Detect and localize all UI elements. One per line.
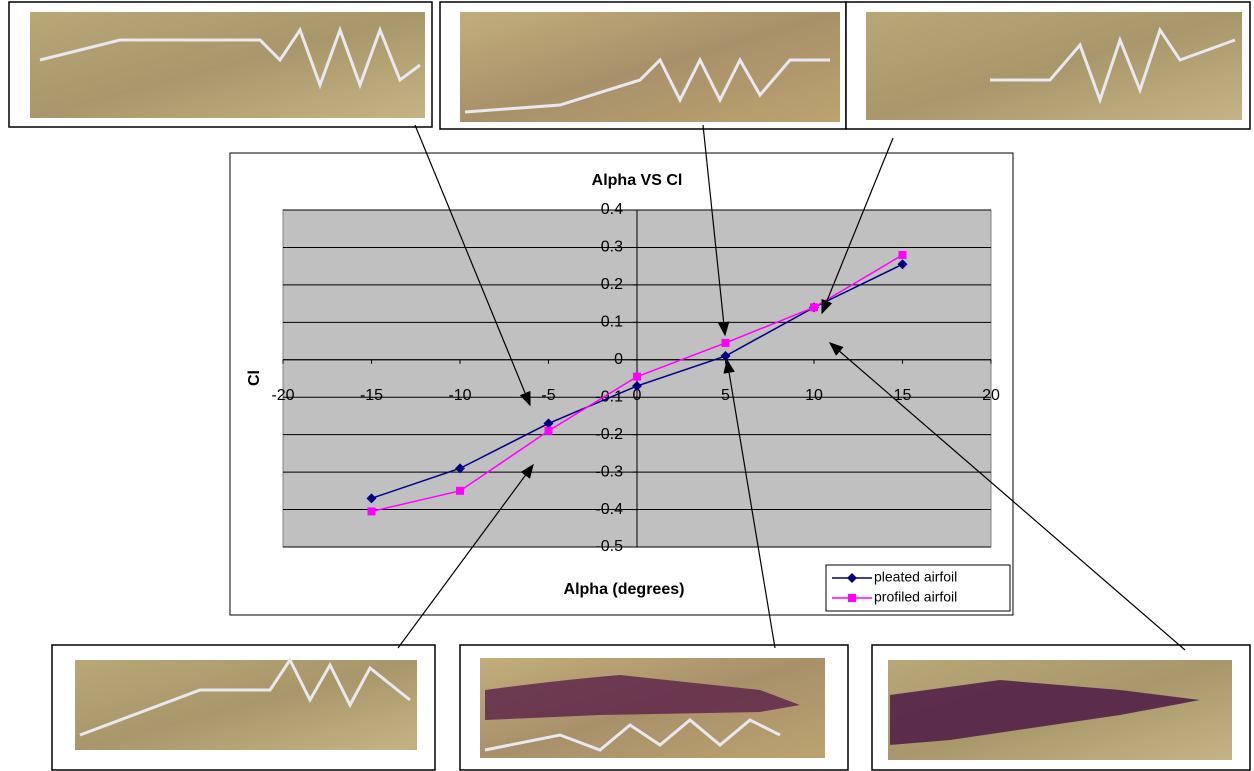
marker [848, 594, 856, 602]
chart-title: Alpha VS Cl [592, 172, 683, 189]
y-tick-label: 0.2 [601, 276, 623, 293]
x-tick-label: 15 [894, 387, 912, 404]
x-axis-label: Alpha (degrees) [564, 581, 685, 598]
figure: Alpha VS Cl Alpha (degrees) Cl -0.5 -0.4 -… [0, 0, 1254, 771]
y-tick-label: 0.1 [601, 314, 623, 331]
y-axis-label: Cl [246, 370, 263, 386]
y-tick-label: -0.3 [595, 463, 623, 480]
x-tick-label: -10 [448, 387, 471, 404]
y-tick-label: -0.2 [595, 426, 623, 443]
x-tick-label: 5 [721, 387, 730, 404]
x-tick-label: -20 [271, 387, 294, 404]
legend-label: pleated airfoil [874, 569, 957, 585]
x-tick-label: 20 [982, 387, 1000, 404]
x-tick-label: -5 [541, 387, 555, 404]
y-tick-label: -0.5 [595, 538, 623, 555]
marker [899, 251, 907, 259]
marker [545, 427, 553, 435]
y-tick-label: 0.3 [601, 239, 623, 256]
marker [633, 373, 641, 381]
legend-label: profiled airfoil [874, 589, 957, 605]
marker [722, 339, 730, 347]
y-tick-label: -0.4 [595, 501, 623, 518]
marker [810, 303, 818, 311]
y-tick-label: 0.4 [601, 201, 623, 218]
marker [368, 507, 376, 515]
marker [456, 487, 464, 495]
x-tick-label: 10 [805, 387, 823, 404]
x-tick-label: -15 [360, 387, 383, 404]
